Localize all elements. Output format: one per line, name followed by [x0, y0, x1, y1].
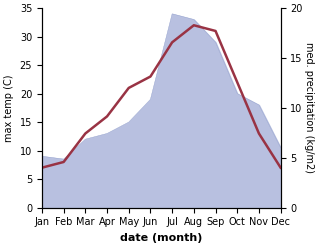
Y-axis label: max temp (C): max temp (C): [4, 74, 14, 142]
X-axis label: date (month): date (month): [120, 233, 203, 243]
Y-axis label: med. precipitation (kg/m2): med. precipitation (kg/m2): [304, 42, 314, 173]
